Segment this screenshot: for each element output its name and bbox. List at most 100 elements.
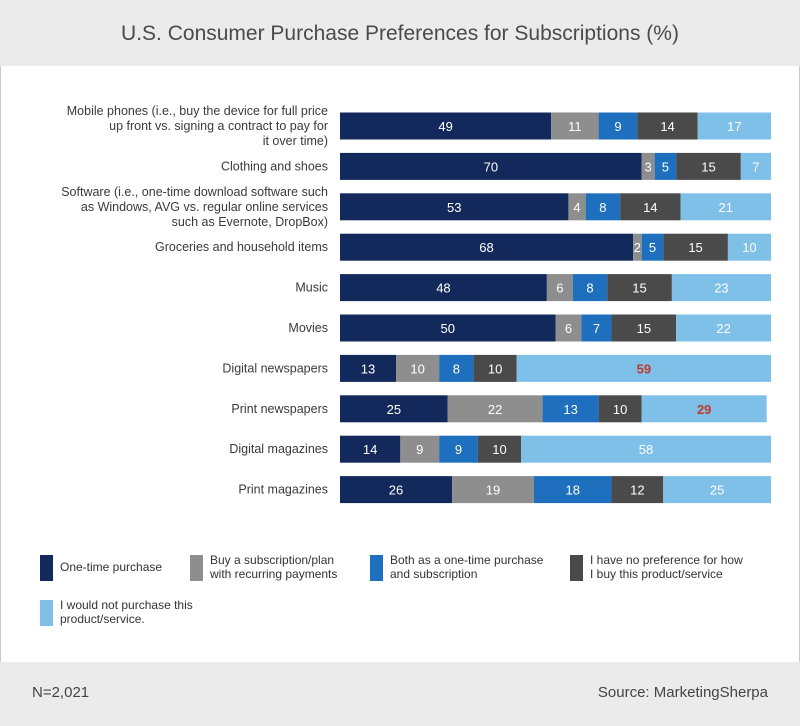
stacked-bar-chart: Mobile phones (i.e., buy the device for … [40, 104, 771, 626]
bar-segment [654, 152, 677, 180]
data-label: 12 [630, 483, 644, 498]
category-label: Clothing and shoes [221, 159, 328, 173]
bar-segment [663, 476, 771, 504]
data-label: 13 [361, 361, 375, 376]
bar-segment [607, 274, 672, 302]
data-label: 14 [660, 119, 674, 134]
category-label: Mobile phones (i.e., buy the device for … [67, 104, 328, 148]
data-label: 25 [387, 402, 401, 417]
bar-segment [611, 476, 664, 504]
data-label: 26 [389, 483, 403, 498]
bar-segment [340, 314, 556, 342]
data-label: 8 [599, 200, 606, 215]
category-label: Digital newspapers [222, 361, 328, 375]
data-label: 49 [438, 119, 452, 134]
data-label: 6 [565, 321, 572, 336]
bar-segment [452, 476, 534, 504]
bar-segment [637, 112, 698, 140]
bar-segment [680, 193, 771, 221]
bar-segment [727, 233, 771, 261]
bar-segment [568, 193, 586, 221]
bar-segment [473, 354, 517, 382]
legend-label: Buy a subscription/plan with recurring pa… [209, 553, 337, 581]
bar-segment [551, 112, 599, 140]
bar-segment [439, 354, 474, 382]
bar-segment [546, 274, 573, 302]
legend-label: I would not purchase this product/service… [60, 598, 193, 626]
bar-segment [641, 152, 655, 180]
category-label: Print magazines [238, 483, 328, 497]
category-label: Print newspapers [231, 402, 328, 416]
bar-segment [555, 314, 582, 342]
data-label: 10 [742, 240, 756, 255]
bar-segment [400, 435, 440, 463]
data-label: 22 [488, 402, 502, 417]
legend-label: I have no preference for how I buy this p… [590, 553, 743, 581]
legend-label: Both as a one-time purchase and subscript… [390, 553, 544, 581]
data-label: 15 [632, 281, 646, 296]
data-label: 48 [436, 281, 450, 296]
legend-swatch [570, 555, 583, 581]
bar-segment [477, 435, 522, 463]
data-label: 50 [441, 321, 455, 336]
source-note: Source: MarketingSherpa [597, 684, 768, 701]
data-label: 14 [363, 442, 377, 457]
bar-segment [340, 152, 642, 180]
category-label: Movies [288, 321, 328, 335]
data-label: 17 [727, 119, 741, 134]
data-label: 23 [714, 281, 728, 296]
data-label: 11 [568, 119, 582, 134]
data-label: 21 [719, 200, 733, 215]
bar-segment [585, 193, 621, 221]
data-label: 9 [614, 119, 621, 134]
bar-segment [340, 435, 401, 463]
legend-swatch [40, 600, 53, 626]
bar-segment [740, 152, 771, 180]
data-label: 2 [634, 240, 641, 255]
data-label: 15 [688, 240, 702, 255]
data-label: 5 [662, 159, 669, 174]
bar-segment [516, 354, 771, 382]
legend-swatch [190, 555, 203, 581]
chart-title: U.S. Consumer Purchase Preferences for S… [121, 22, 679, 45]
bar-segment [663, 233, 728, 261]
data-label: 68 [479, 240, 493, 255]
data-label: 7 [752, 159, 759, 174]
bar-segment [641, 395, 767, 423]
data-label: 10 [492, 442, 506, 457]
bar-segment [340, 112, 552, 140]
category-label: Software (i.e., one-time download softwa… [61, 185, 328, 229]
chart-header: U.S. Consumer Purchase Preferences for S… [0, 0, 800, 66]
data-label: 7 [593, 321, 600, 336]
bar-segment [611, 314, 677, 342]
data-label: 14 [643, 200, 657, 215]
data-label: 53 [447, 200, 461, 215]
data-label: 13 [563, 402, 577, 417]
data-label: 8 [453, 361, 460, 376]
bar-segment [671, 274, 771, 302]
data-label: 10 [488, 361, 502, 376]
data-label: 4 [573, 200, 580, 215]
bar-segment [542, 395, 599, 423]
sample-size: N=2,021 [32, 684, 90, 701]
bar-segment [598, 395, 642, 423]
chart-footer: N=2,021 Source: MarketingSherpa [0, 662, 800, 726]
data-label: 19 [486, 483, 500, 498]
bar-segment [633, 233, 642, 261]
bar-segment [340, 274, 547, 302]
data-label: 9 [455, 442, 462, 457]
data-label: 3 [645, 159, 652, 174]
data-label: 25 [710, 483, 724, 498]
category-label: Music [295, 281, 328, 295]
data-label: 15 [701, 159, 715, 174]
bar-segment [697, 112, 771, 140]
bar-segment [340, 395, 448, 423]
data-label: 18 [566, 483, 580, 498]
data-label: 58 [639, 442, 653, 457]
bar-segment [581, 314, 612, 342]
data-label: 6 [556, 281, 563, 296]
data-label: 15 [637, 321, 651, 336]
bar-segment [620, 193, 681, 221]
bar-segment [340, 476, 453, 504]
category-label: Digital magazines [229, 442, 328, 456]
